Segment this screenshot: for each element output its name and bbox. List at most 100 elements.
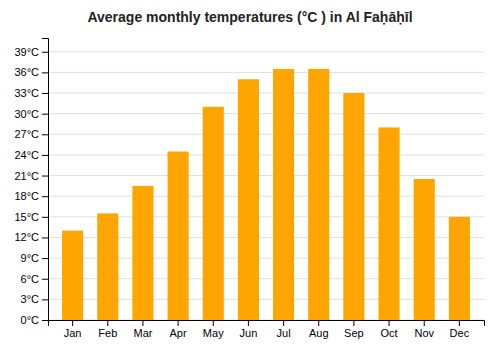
y-tick: 18°C: [14, 190, 48, 202]
y-axis-line: [42, 39, 49, 321]
x-tick-mark: [459, 320, 460, 326]
chart-svg: Average monthly temperatures (°C ) in Al…: [0, 0, 500, 350]
y-tick-label: 27°C: [14, 128, 39, 140]
x-tick: Jun: [240, 320, 258, 339]
y-tick-mark: [42, 237, 48, 238]
y-tick-label: 36°C: [14, 66, 39, 78]
grid: [48, 52, 484, 320]
x-tick: Mar: [133, 320, 152, 339]
x-tick-label: Jun: [240, 327, 258, 339]
x-tick-label: Jul: [277, 327, 291, 339]
y-tick-mark: [42, 196, 48, 197]
y-tick-mark: [42, 299, 48, 300]
x-tick-mark: [178, 320, 179, 326]
x-tick: Feb: [98, 320, 117, 339]
x-tick: Jan: [64, 320, 82, 339]
y-tick-label: 21°C: [14, 170, 39, 182]
y-tick: 36°C: [14, 66, 48, 78]
y-tick: 27°C: [14, 128, 48, 140]
y-tick-label: 24°C: [14, 149, 39, 161]
y-tick: 39°C: [14, 46, 48, 58]
chart-container: Average monthly temperatures (°C ) in Al…: [0, 0, 500, 350]
x-axis: Jan Feb Mar Apr May Jun Jul Aug Sep Oct Nov Dec: [49, 320, 485, 339]
y-tick: 3°C: [21, 293, 48, 305]
bar: [203, 107, 224, 320]
y-tick-mark: [42, 93, 48, 94]
y-tick-label: 39°C: [14, 46, 39, 58]
x-tick-label: Oct: [381, 327, 398, 339]
grid-line: [48, 72, 484, 73]
y-tick-mark: [42, 320, 48, 321]
bar: [343, 93, 364, 320]
y-tick-mark: [42, 52, 48, 53]
x-tick: Sep: [344, 320, 364, 339]
y-tick-mark: [42, 258, 48, 259]
x-tick: Oct: [381, 320, 398, 339]
y-tick-label: 12°C: [14, 231, 39, 243]
y-tick: 6°C: [21, 273, 48, 285]
bar: [168, 151, 189, 320]
bar: [308, 69, 329, 320]
y-tick-label: 33°C: [14, 87, 39, 99]
x-tick: Nov: [414, 320, 434, 339]
y-tick: 21°C: [14, 170, 48, 182]
grid-line: [48, 93, 484, 94]
x-tick-mark: [213, 320, 214, 326]
y-tick: 12°C: [14, 231, 48, 243]
y-tick: 30°C: [14, 108, 48, 120]
y-tick-label: 0°C: [21, 314, 40, 326]
y-tick-mark: [42, 279, 48, 280]
y-tick: 0°C: [21, 314, 48, 326]
y-tick-mark: [42, 155, 48, 156]
x-tick-mark: [424, 320, 425, 326]
bar: [62, 231, 83, 320]
grid-line: [48, 51, 484, 52]
bar: [132, 186, 153, 320]
y-tick-label: 30°C: [14, 108, 39, 120]
y-tick-mark: [42, 176, 48, 177]
y-tick-label: 15°C: [14, 211, 39, 223]
x-tick: Jul: [277, 320, 291, 339]
grid-line: [48, 154, 484, 155]
y-tick: 9°C: [21, 252, 48, 264]
x-tick-mark: [318, 320, 319, 326]
x-tick-label: Jan: [64, 327, 82, 339]
x-tick: Apr: [170, 320, 187, 339]
x-tick-label: Feb: [98, 327, 117, 339]
x-tick-label: Aug: [309, 327, 329, 339]
bar: [97, 213, 118, 320]
y-tick-label: 3°C: [21, 293, 40, 305]
plot: Jan Feb Mar Apr May Jun Jul Aug Sep Oct Nov Dec 0°C 3…: [14, 39, 484, 339]
x-tick: Aug: [309, 320, 329, 339]
x-tick-mark: [283, 320, 284, 326]
bar: [449, 217, 470, 320]
grid-line: [48, 134, 484, 135]
y-tick-label: 9°C: [21, 252, 40, 264]
grid-line: [48, 175, 484, 176]
x-tick-label: Nov: [414, 327, 434, 339]
bar: [379, 127, 400, 320]
y-tick: 15°C: [14, 211, 48, 223]
y-tick-label: 6°C: [21, 273, 40, 285]
x-tick-mark: [248, 320, 249, 326]
x-tick: May: [203, 320, 224, 339]
y-tick-mark: [42, 72, 48, 73]
y-tick-mark: [42, 217, 48, 218]
bar: [273, 69, 294, 320]
x-tick-label: Dec: [450, 327, 470, 339]
y-tick: 24°C: [14, 149, 48, 161]
x-tick-label: Sep: [344, 327, 364, 339]
bar: [414, 179, 435, 320]
x-tick-mark: [107, 320, 108, 326]
bar: [238, 79, 259, 320]
y-tick-mark: [42, 114, 48, 115]
x-tick-label: Mar: [133, 327, 152, 339]
y-tick: 33°C: [14, 87, 48, 99]
x-tick-mark: [353, 320, 354, 326]
x-tick-mark: [142, 320, 143, 326]
y-tick-mark: [42, 134, 48, 135]
x-tick-mark: [72, 320, 73, 326]
y-tick-label: 18°C: [14, 190, 39, 202]
bars: [62, 69, 470, 320]
x-axis-line: [49, 321, 485, 327]
